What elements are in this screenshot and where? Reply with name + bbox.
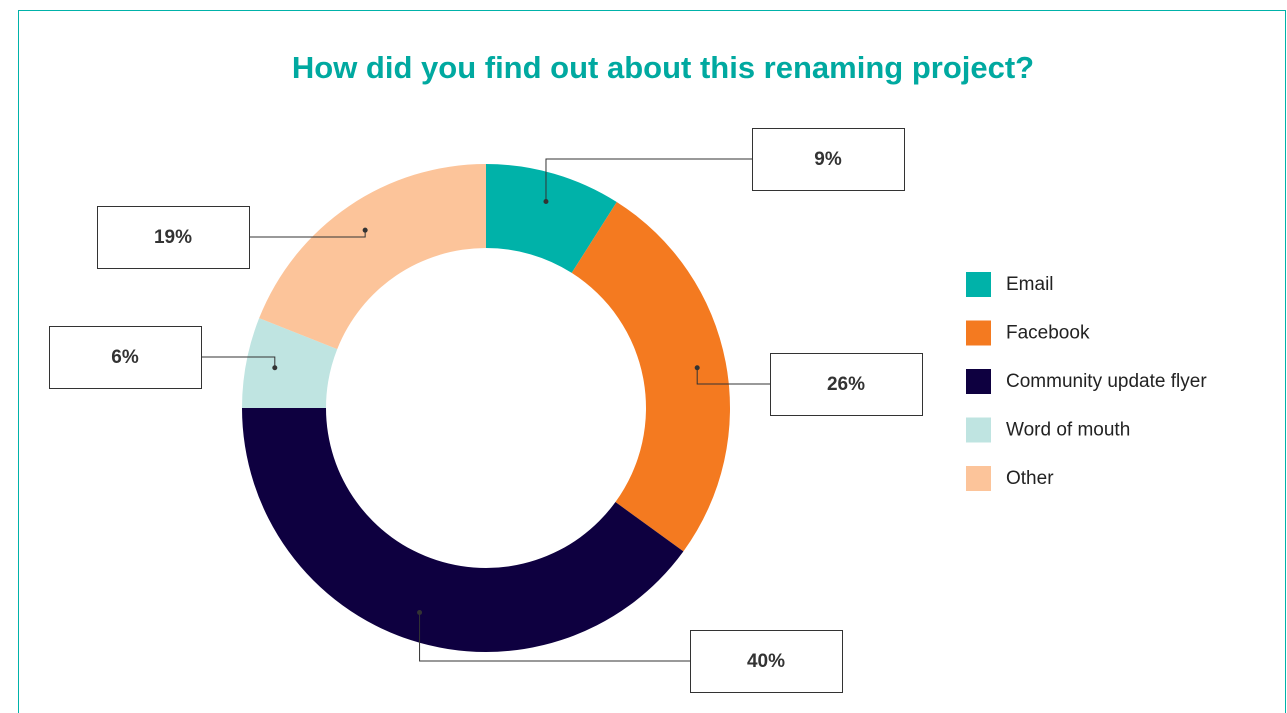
data-label: 19% — [154, 227, 192, 248]
donut-slice — [486, 164, 617, 273]
frame — [18, 10, 1286, 713]
donut-slice — [242, 318, 338, 408]
leader-dot — [272, 365, 278, 371]
leader-dot — [417, 609, 423, 615]
legend-label: Word of mouth — [1006, 420, 1130, 441]
donut-slice — [242, 408, 684, 652]
leader-dot — [694, 365, 700, 371]
callout-box — [752, 128, 905, 191]
data-label: 6% — [111, 347, 139, 368]
data-label: 40% — [747, 651, 785, 672]
data-label: 9% — [814, 149, 842, 170]
donut-slice — [571, 201, 730, 552]
leader-line — [696, 367, 770, 385]
data-label: 26% — [827, 374, 865, 395]
legend-label: Community update flyer — [1006, 371, 1207, 392]
callout-box — [49, 326, 202, 389]
legend-label: Other — [1006, 468, 1054, 489]
leader-line — [201, 356, 276, 368]
legend-swatch — [966, 466, 991, 491]
legend-swatch — [966, 272, 991, 297]
chart-title: How did you find out about this renaming… — [292, 50, 1034, 85]
leader-line — [419, 612, 690, 662]
leader-dot — [362, 227, 368, 233]
callout-box — [690, 630, 843, 693]
legend-swatch — [966, 369, 991, 394]
leader-line — [545, 158, 752, 202]
donut-slice — [259, 163, 486, 350]
legend-label: Facebook — [1006, 323, 1090, 344]
leader-dot — [543, 199, 549, 205]
legend-swatch — [966, 417, 991, 443]
legend-label: Email — [1006, 274, 1054, 295]
legend-swatch — [966, 320, 991, 346]
callout-box — [97, 206, 250, 269]
callout-box — [770, 353, 923, 416]
